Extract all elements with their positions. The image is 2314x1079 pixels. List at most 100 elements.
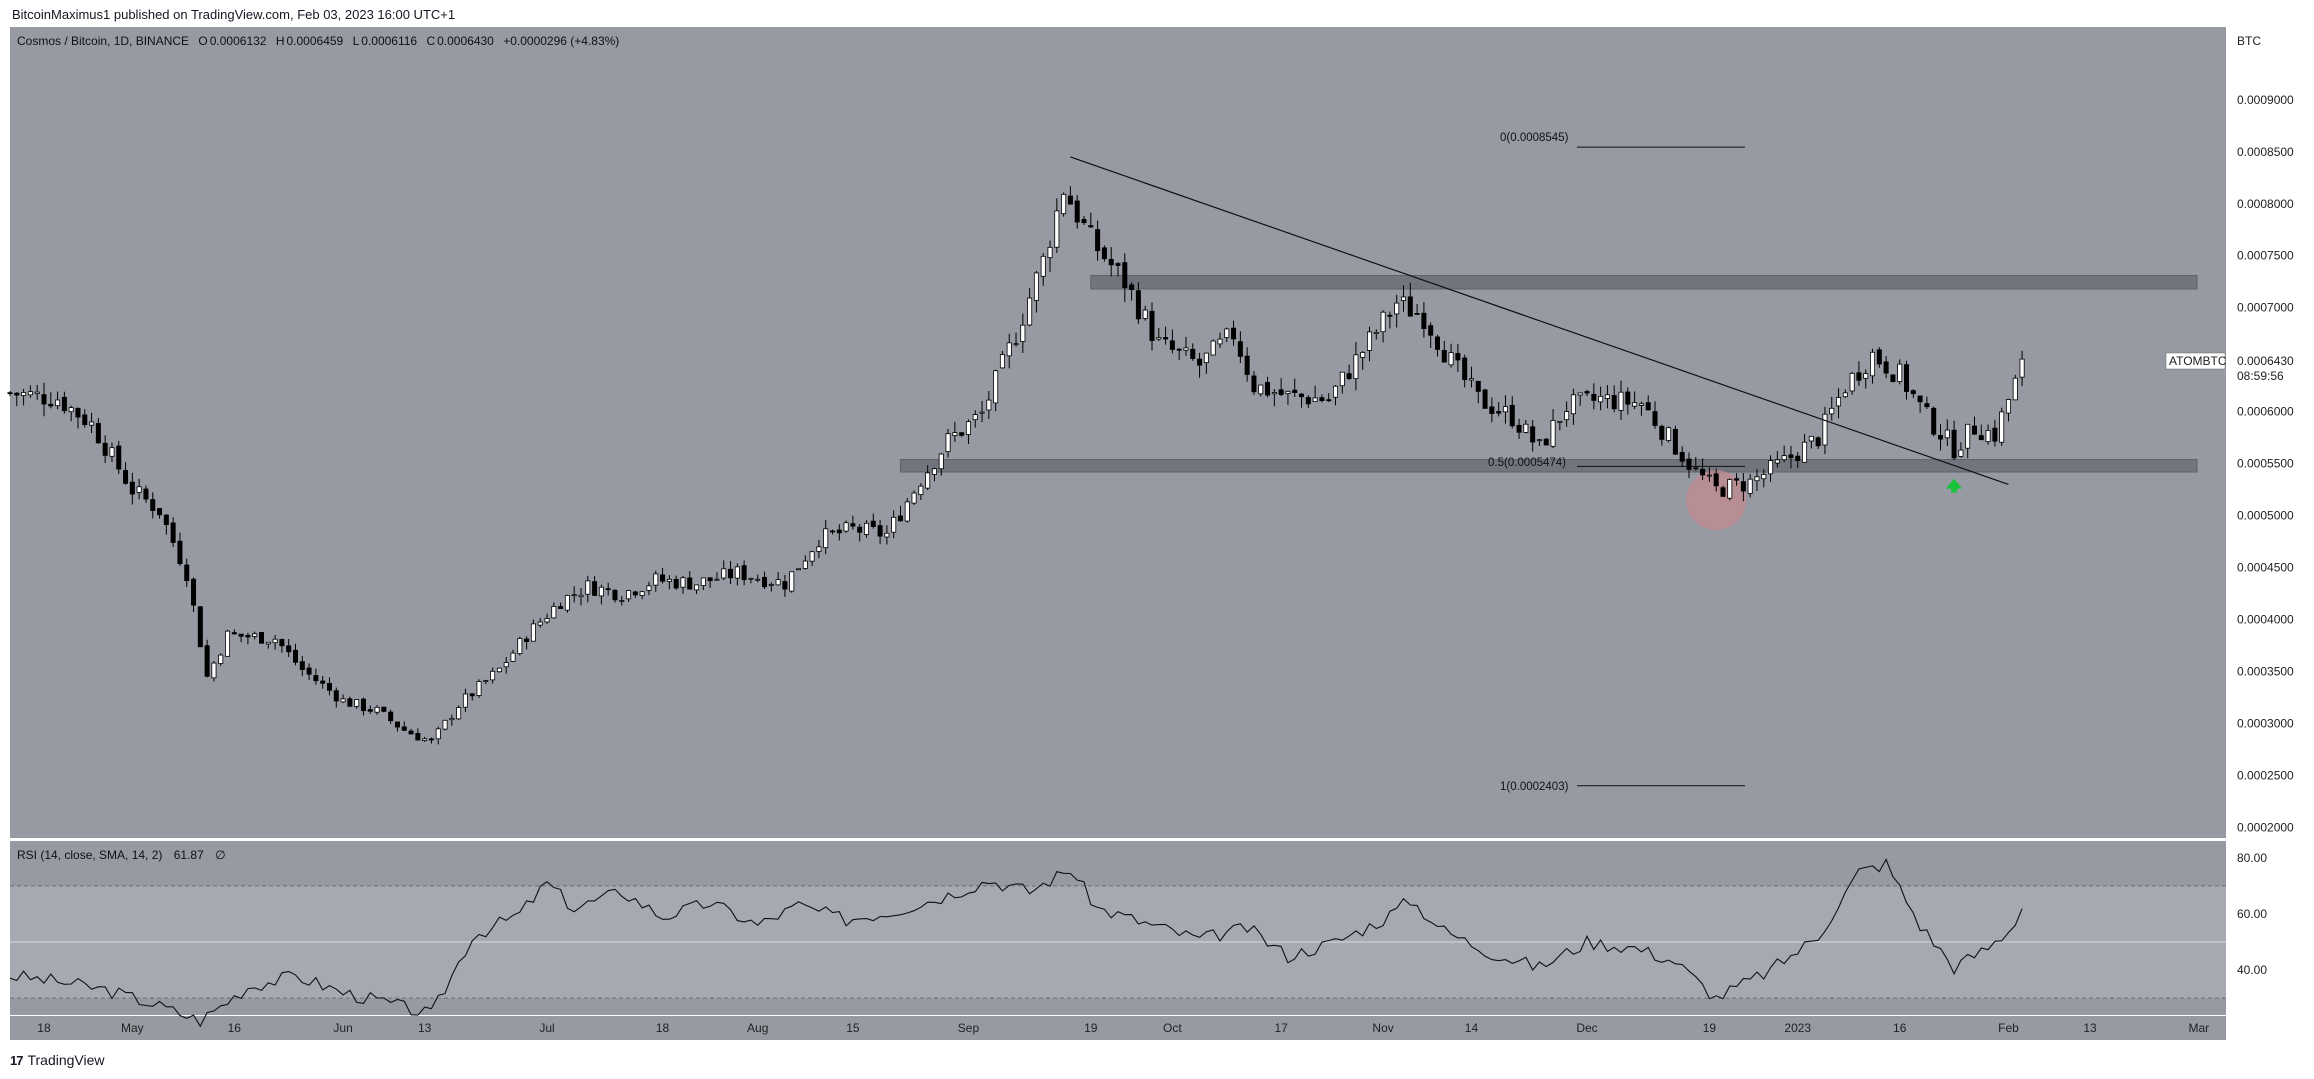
candle-down xyxy=(1516,424,1522,433)
candle-down xyxy=(157,508,163,516)
candle-up xyxy=(1666,427,1672,441)
candle-up xyxy=(1006,342,1012,357)
candle-down xyxy=(1645,402,1651,411)
candle-up xyxy=(952,432,958,436)
candle-down xyxy=(1910,390,1916,395)
candle-down xyxy=(877,525,883,537)
resistance-zone xyxy=(1090,274,2198,290)
candle-down xyxy=(150,499,156,511)
candle-up xyxy=(2005,399,2011,414)
candle-down xyxy=(292,649,299,663)
candle-up xyxy=(734,566,740,579)
candle-down xyxy=(1672,428,1678,455)
candle-up xyxy=(503,662,509,668)
candle-up xyxy=(1747,478,1753,494)
candle-up xyxy=(89,421,95,426)
candle-up xyxy=(374,706,380,713)
candle-up xyxy=(904,501,910,522)
candle-up xyxy=(68,407,74,413)
candle-up xyxy=(1965,423,1971,449)
candle-up xyxy=(462,693,468,708)
candle-up xyxy=(1808,435,1814,442)
candle-down xyxy=(41,394,47,405)
support-zone xyxy=(899,459,2198,473)
candle-up xyxy=(496,667,502,673)
fib-1-label: 1(0.0002403) xyxy=(1500,781,1569,793)
candle-up xyxy=(1774,459,1780,464)
tradingview-logo[interactable]: 17 TradingView xyxy=(10,1052,105,1068)
time-tick-label: 16 xyxy=(228,1021,242,1035)
candle-up xyxy=(748,577,754,580)
candle-down xyxy=(1720,487,1726,497)
candle-down xyxy=(897,515,903,522)
candle-up xyxy=(1598,395,1604,403)
candle-up xyxy=(1836,397,1842,407)
candle-up xyxy=(884,532,890,538)
candle-down xyxy=(829,530,836,533)
price-pane-bg xyxy=(10,27,2226,838)
candle-down xyxy=(1509,404,1515,427)
tradingview-logo-text: TradingView xyxy=(27,1052,105,1068)
candle-up xyxy=(1632,402,1638,407)
candle-up xyxy=(211,662,217,679)
candle-up xyxy=(1400,296,1407,302)
candle-up xyxy=(816,546,822,552)
candle-up xyxy=(775,579,781,586)
candle-up xyxy=(1258,384,1264,395)
candle-up xyxy=(1985,430,1991,442)
candle-down xyxy=(197,606,203,648)
candle-down xyxy=(1067,195,1073,205)
low-value: 0.0006116 xyxy=(361,34,417,48)
candle-down xyxy=(1611,395,1617,410)
candle-down xyxy=(170,522,176,543)
candle-down xyxy=(1890,374,1896,383)
candle-down xyxy=(762,576,768,588)
candle-up xyxy=(1047,246,1053,259)
publisher-header: BitcoinMaximus1 published on TradingView… xyxy=(12,7,456,22)
date-axis-bg xyxy=(10,1015,2226,1040)
candle-up xyxy=(1380,311,1386,333)
candle-up xyxy=(136,486,142,493)
candle-up xyxy=(653,573,659,586)
candle-up xyxy=(218,654,224,664)
candle-down xyxy=(1101,247,1107,260)
candle-up xyxy=(1217,338,1223,345)
candle-down xyxy=(1924,403,1930,408)
candle-up xyxy=(2019,358,2025,378)
rsi-title: RSI (14, close, SMA, 14, 2) xyxy=(17,848,162,862)
time-tick-label: 18 xyxy=(656,1021,670,1035)
candle-down xyxy=(1700,468,1706,476)
candle-down xyxy=(14,392,20,396)
candle-up xyxy=(993,370,999,404)
candle-down xyxy=(592,581,598,596)
candle-up xyxy=(1367,331,1373,351)
candle-down xyxy=(558,606,564,609)
candle-down xyxy=(782,581,788,590)
candle-up xyxy=(1536,439,1542,442)
candle-down xyxy=(48,403,54,407)
candle-up xyxy=(1897,363,1903,382)
candle-up xyxy=(1061,193,1067,215)
candle-up xyxy=(551,606,557,619)
candle-up xyxy=(755,578,761,581)
candle-up xyxy=(1870,351,1876,377)
candle-down xyxy=(1679,451,1685,462)
candle-up xyxy=(1448,352,1454,366)
candle-up xyxy=(1224,328,1230,338)
candle-up xyxy=(530,623,536,642)
candle-down xyxy=(1169,340,1175,350)
candle-up xyxy=(721,568,727,579)
candle-down xyxy=(394,721,400,728)
high-value: 0.0006459 xyxy=(287,34,344,48)
candle-up xyxy=(700,577,706,587)
candle-up xyxy=(21,392,27,396)
candle-up xyxy=(537,621,543,626)
candle-up xyxy=(789,571,795,592)
candle-down xyxy=(1883,361,1889,374)
candle-up xyxy=(972,414,978,421)
unit-label: BTC xyxy=(2237,34,2261,48)
candle-down xyxy=(415,732,421,741)
time-tick-label: 16 xyxy=(1893,1021,1907,1035)
candle-down xyxy=(1462,357,1468,381)
